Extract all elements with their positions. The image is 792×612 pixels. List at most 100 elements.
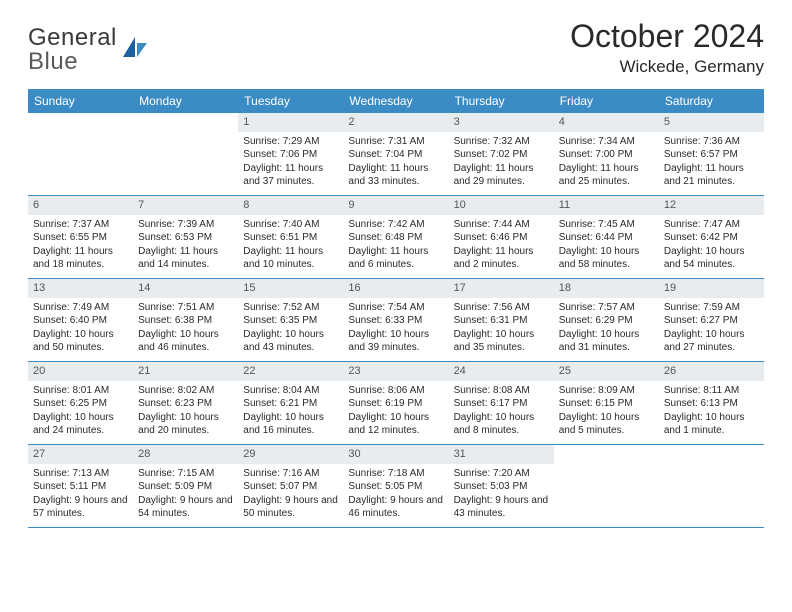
day-cell: 19Sunrise: 7:59 AMSunset: 6:27 PMDayligh… [659,279,764,361]
day-cell: 9Sunrise: 7:42 AMSunset: 6:48 PMDaylight… [343,196,448,278]
sunset-text: Sunset: 6:38 PM [138,314,233,328]
month-title: October 2024 [570,18,764,55]
day-number: 14 [133,279,238,298]
day-body: Sunrise: 8:04 AMSunset: 6:21 PMDaylight:… [238,381,343,443]
daylight-text: Daylight: 11 hours and 37 minutes. [243,162,338,189]
daylight-text: Daylight: 10 hours and 46 minutes. [138,328,233,355]
day-body: Sunrise: 7:37 AMSunset: 6:55 PMDaylight:… [28,215,133,277]
sunset-text: Sunset: 6:13 PM [664,397,759,411]
daylight-text: Daylight: 10 hours and 5 minutes. [559,411,654,438]
day-cell: 30Sunrise: 7:18 AMSunset: 5:05 PMDayligh… [343,445,448,527]
sunset-text: Sunset: 6:27 PM [664,314,759,328]
daylight-text: Daylight: 11 hours and 14 minutes. [138,245,233,272]
brand-part1: General [28,24,117,51]
sunrise-text: Sunrise: 7:16 AM [243,467,338,481]
sunrise-text: Sunrise: 8:02 AM [138,384,233,398]
sunrise-text: Sunrise: 7:56 AM [454,301,549,315]
day-number: 5 [659,113,764,132]
day-body: Sunrise: 7:32 AMSunset: 7:02 PMDaylight:… [449,132,554,194]
sunrise-text: Sunrise: 8:06 AM [348,384,443,398]
day-body: Sunrise: 7:31 AMSunset: 7:04 PMDaylight:… [343,132,448,194]
sunset-text: Sunset: 5:03 PM [454,480,549,494]
sunrise-text: Sunrise: 7:32 AM [454,135,549,149]
day-cell: 11Sunrise: 7:45 AMSunset: 6:44 PMDayligh… [554,196,659,278]
day-number: 4 [554,113,659,132]
weekday-header: Monday [133,89,238,113]
day-cell: 25Sunrise: 8:09 AMSunset: 6:15 PMDayligh… [554,362,659,444]
sunset-text: Sunset: 6:33 PM [348,314,443,328]
sunrise-text: Sunrise: 7:29 AM [243,135,338,149]
sunrise-text: Sunrise: 7:13 AM [33,467,128,481]
day-cell: 7 Sunrise: 7:39 AMSunset: 6:53 PMDaylight… [133,196,238,278]
day-number: 19 [659,279,764,298]
weekday-header: Friday [554,89,659,113]
sunset-text: Sunset: 7:02 PM [454,148,549,162]
day-cell: 27Sunrise: 7:13 AMSunset: 5:11 PMDayligh… [28,445,133,527]
daylight-text: Daylight: 10 hours and 39 minutes. [348,328,443,355]
day-body: Sunrise: 7:34 AMSunset: 7:00 PMDaylight:… [554,132,659,194]
sunrise-text: Sunrise: 7:37 AM [33,218,128,232]
day-body: Sunrise: 7:29 AMSunset: 7:06 PMDaylight:… [238,132,343,194]
daylight-text: Daylight: 10 hours and 16 minutes. [243,411,338,438]
day-cell: 17Sunrise: 7:56 AMSunset: 6:31 PMDayligh… [449,279,554,361]
weekday-header: Sunday [28,89,133,113]
day-cell: 10Sunrise: 7:44 AMSunset: 6:46 PMDayligh… [449,196,554,278]
day-body: Sunrise: 7:44 AMSunset: 6:46 PMDaylight:… [449,215,554,277]
location-label: Wickede, Germany [570,57,764,77]
day-body: Sunrise: 7:15 AMSunset: 5:09 PMDaylight:… [133,464,238,526]
day-body: Sunrise: 8:01 AMSunset: 6:25 PMDaylight:… [28,381,133,443]
day-number: 28 [133,445,238,464]
day-cell: 14Sunrise: 7:51 AMSunset: 6:38 PMDayligh… [133,279,238,361]
daylight-text: Daylight: 10 hours and 27 minutes. [664,328,759,355]
sunrise-text: Sunrise: 7:39 AM [138,218,233,232]
week-row: 20Sunrise: 8:01 AMSunset: 6:25 PMDayligh… [28,362,764,445]
day-cell: 2Sunrise: 7:31 AMSunset: 7:04 PMDaylight… [343,113,448,195]
day-cell: 3Sunrise: 7:32 AMSunset: 7:02 PMDaylight… [449,113,554,195]
daylight-text: Daylight: 9 hours and 57 minutes. [33,494,128,521]
sunset-text: Sunset: 6:23 PM [138,397,233,411]
title-block: October 2024 Wickede, Germany [570,18,764,77]
daylight-text: Daylight: 11 hours and 29 minutes. [454,162,549,189]
sunrise-text: Sunrise: 8:01 AM [33,384,128,398]
day-cell: 18Sunrise: 7:57 AMSunset: 6:29 PMDayligh… [554,279,659,361]
sunrise-text: Sunrise: 7:59 AM [664,301,759,315]
sunrise-text: Sunrise: 7:45 AM [559,218,654,232]
day-number: 13 [28,279,133,298]
day-cell: 1Sunrise: 7:29 AMSunset: 7:06 PMDaylight… [238,113,343,195]
daylight-text: Daylight: 9 hours and 43 minutes. [454,494,549,521]
day-number: 6 [28,196,133,215]
sunset-text: Sunset: 6:53 PM [138,231,233,245]
day-body: Sunrise: 7:13 AMSunset: 5:11 PMDaylight:… [28,464,133,526]
daylight-text: Daylight: 9 hours and 46 minutes. [348,494,443,521]
day-cell: 13Sunrise: 7:49 AMSunset: 6:40 PMDayligh… [28,279,133,361]
sunrise-text: Sunrise: 7:31 AM [348,135,443,149]
day-body: Sunrise: 7:59 AMSunset: 6:27 PMDaylight:… [659,298,764,360]
sunset-text: Sunset: 6:51 PM [243,231,338,245]
day-number: 3 [449,113,554,132]
sunrise-text: Sunrise: 7:34 AM [559,135,654,149]
day-number: 17 [449,279,554,298]
daylight-text: Daylight: 11 hours and 21 minutes. [664,162,759,189]
day-number: 18 [554,279,659,298]
brand-part2: Blue [28,48,117,76]
day-cell: 6Sunrise: 7:37 AMSunset: 6:55 PMDaylight… [28,196,133,278]
day-body: Sunrise: 7:57 AMSunset: 6:29 PMDaylight:… [554,298,659,360]
day-cell: 8Sunrise: 7:40 AMSunset: 6:51 PMDaylight… [238,196,343,278]
week-row: 27Sunrise: 7:13 AMSunset: 5:11 PMDayligh… [28,445,764,528]
day-number: 7 [133,196,238,215]
day-number: 24 [449,362,554,381]
weekday-header: Wednesday [343,89,448,113]
daylight-text: Daylight: 10 hours and 54 minutes. [664,245,759,272]
day-cell: 5Sunrise: 7:36 AMSunset: 6:57 PMDaylight… [659,113,764,195]
sunrise-text: Sunrise: 7:49 AM [33,301,128,315]
sunrise-text: Sunrise: 7:40 AM [243,218,338,232]
day-cell: 26Sunrise: 8:11 AMSunset: 6:13 PMDayligh… [659,362,764,444]
week-row: 13Sunrise: 7:49 AMSunset: 6:40 PMDayligh… [28,279,764,362]
sunset-text: Sunset: 6:55 PM [33,231,128,245]
sunset-text: Sunset: 7:00 PM [559,148,654,162]
day-body: Sunrise: 7:54 AMSunset: 6:33 PMDaylight:… [343,298,448,360]
daylight-text: Daylight: 9 hours and 50 minutes. [243,494,338,521]
day-number: 9 [343,196,448,215]
daylight-text: Daylight: 10 hours and 20 minutes. [138,411,233,438]
daylight-text: Daylight: 11 hours and 10 minutes. [243,245,338,272]
